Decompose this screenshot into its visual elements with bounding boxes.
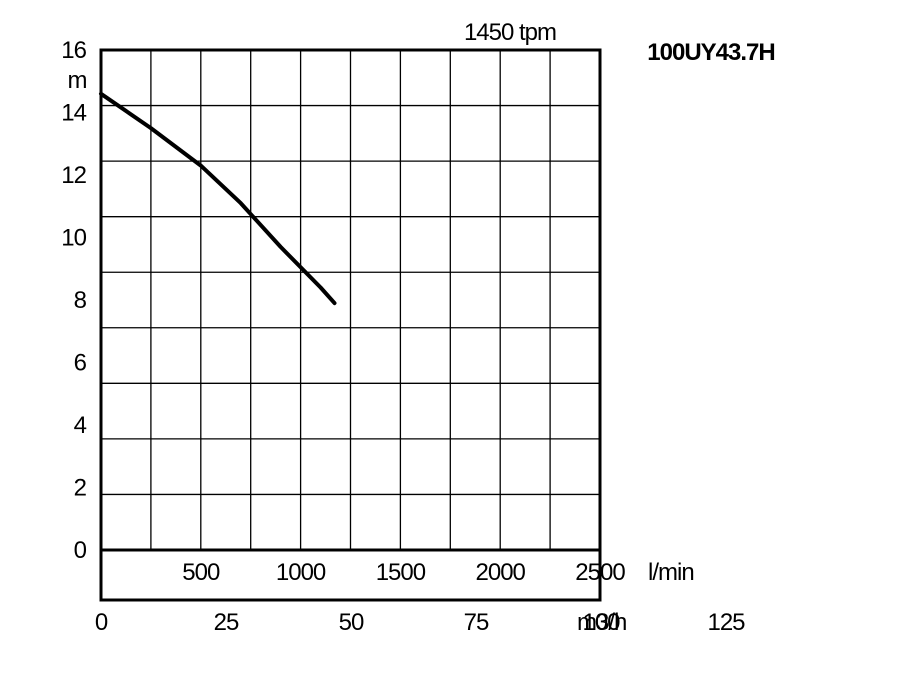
y-tick-label: 4 bbox=[74, 412, 87, 439]
x-unit-lmin-label: l/min bbox=[648, 559, 694, 586]
y-tick-label: 6 bbox=[74, 350, 87, 377]
x-tick-label-m3h: 75 bbox=[464, 609, 489, 636]
x-tick-label-m3h: 0 bbox=[95, 609, 108, 636]
x-tick-label-m3h: 50 bbox=[339, 609, 364, 636]
model-label: 100UY43.7H bbox=[647, 39, 774, 66]
x-tick-label-m3h: 25 bbox=[214, 609, 239, 636]
x-tick-labels-lmin: 500 1000 1500 2000 2500 bbox=[182, 559, 626, 586]
y-tick-label: 10 bbox=[61, 225, 86, 252]
y-tick-label: 8 bbox=[74, 287, 87, 314]
x-tick-label-lmin: 2000 bbox=[476, 559, 526, 586]
x-tick-labels-m3h: 0 25 50 75 100 125 bbox=[95, 609, 746, 636]
y-tick-label: 0 bbox=[74, 537, 87, 564]
y-axis-unit-label: m bbox=[68, 67, 87, 94]
y-tick-label: 2 bbox=[74, 475, 87, 502]
x-tick-label-lmin: 1500 bbox=[376, 559, 426, 586]
y-tick-label: 12 bbox=[61, 162, 86, 189]
plot-border bbox=[99, 48, 602, 602]
y-tick-label: 16 bbox=[61, 37, 86, 64]
x-tick-label-lmin: 2500 bbox=[575, 559, 625, 586]
y-tick-label: 14 bbox=[61, 100, 86, 127]
performance-curve bbox=[99, 91, 337, 306]
speed-label: 1450 tpm bbox=[464, 19, 556, 46]
curve-layer bbox=[99, 91, 337, 306]
x-unit-m3h-label: m3/h bbox=[577, 609, 626, 636]
x-tick-label-m3h: 100 bbox=[582, 609, 620, 636]
grid bbox=[101, 50, 600, 550]
x-tick-label-lmin: 500 bbox=[182, 559, 220, 586]
x-tick-label-lmin: 1000 bbox=[276, 559, 326, 586]
plot-frame bbox=[99, 48, 602, 602]
x-tick-label-m3h: 125 bbox=[707, 609, 745, 636]
y-tick-labels: 0 2 4 6 8 10 12 14 16 bbox=[61, 37, 87, 564]
